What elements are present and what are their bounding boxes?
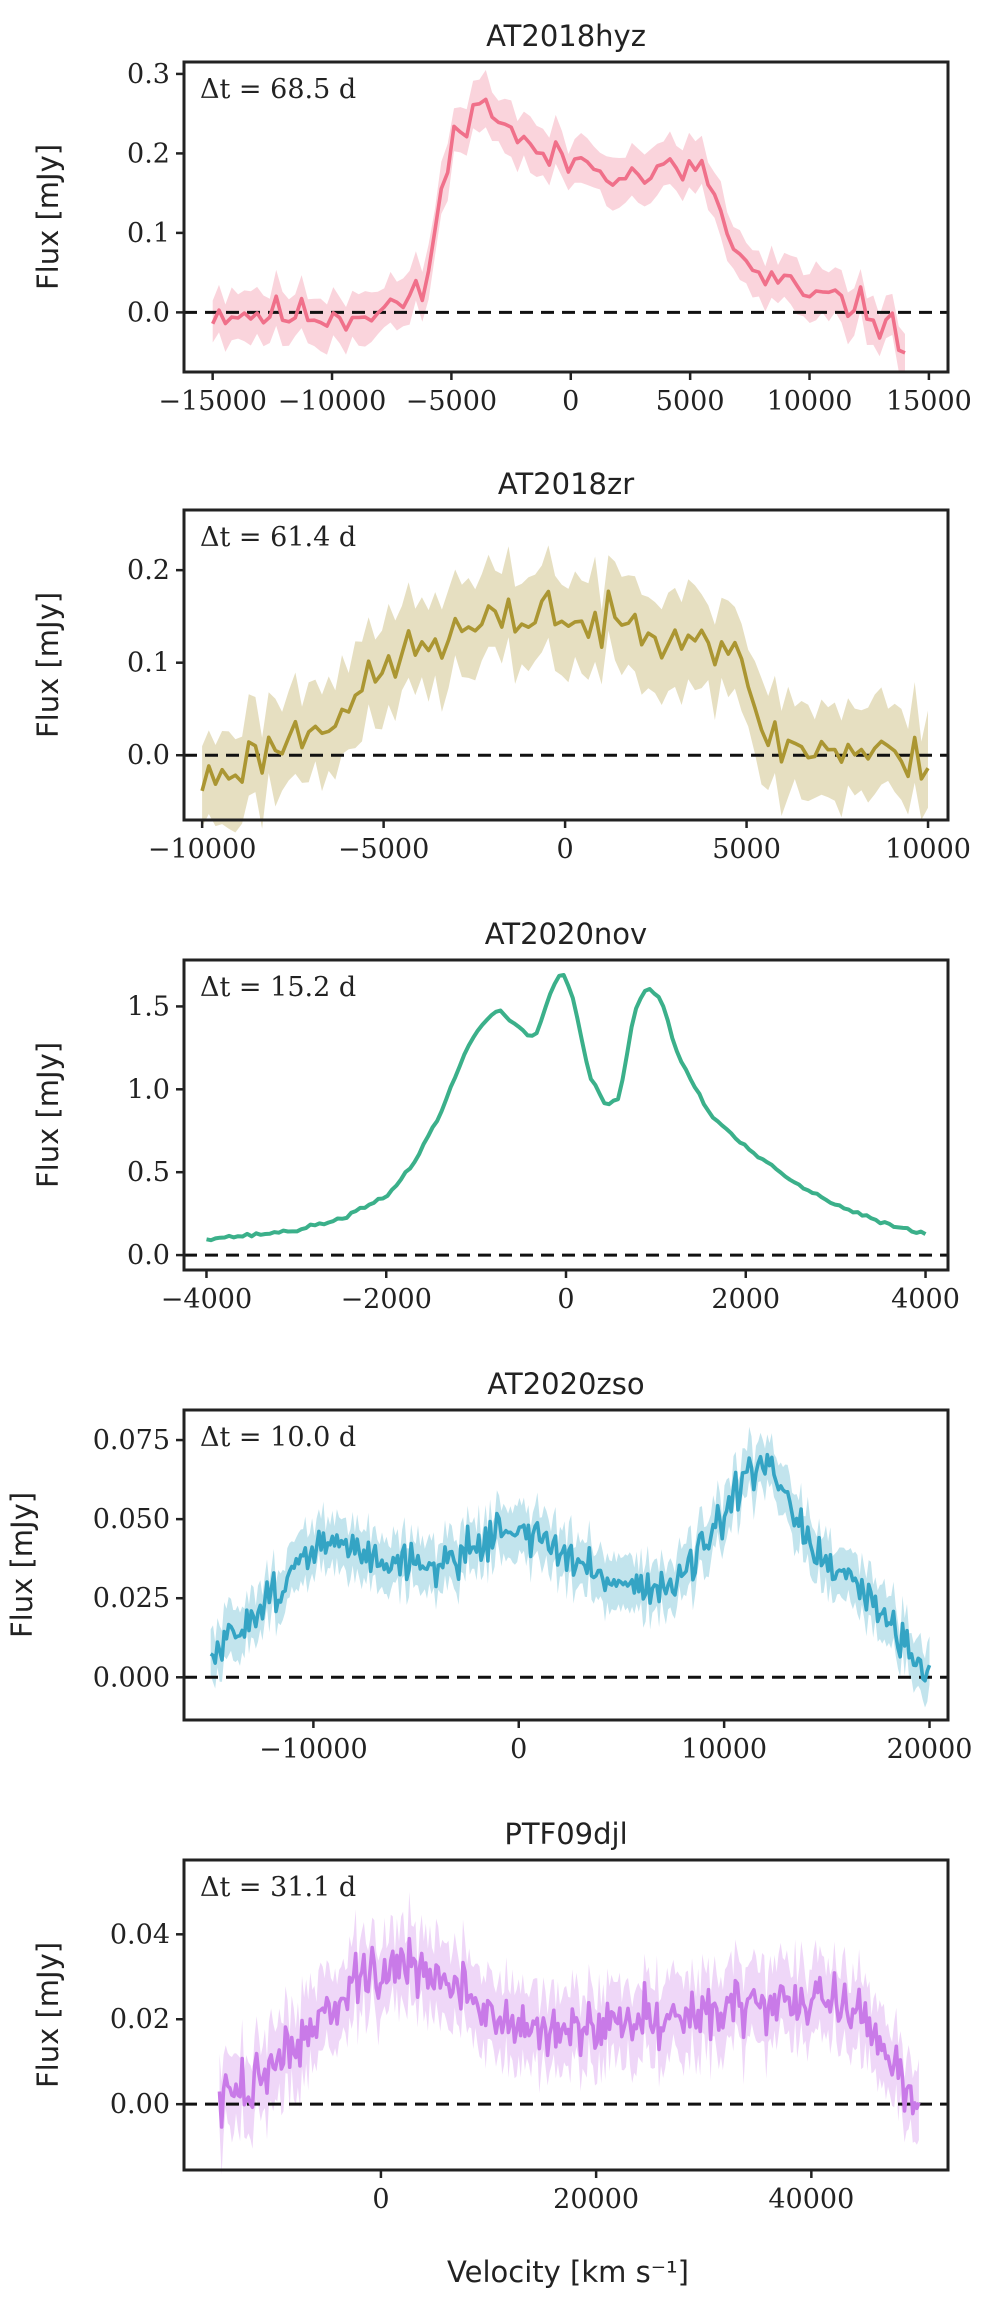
x-tick-label: −4000 [161, 1284, 252, 1315]
y-tick-label: 0.3 [127, 59, 170, 90]
panel-at2018hyz: −15000 −10000 −5000 0 5000 10000 15000 0.0 0.1 0.… [31, 19, 972, 417]
y-tick-label: 0.04 [110, 1919, 170, 1950]
panel-title: AT2018zr [498, 467, 634, 501]
figure-xlabel: Velocity [km s⁻¹] [447, 2255, 689, 2289]
delta-t-annotation: Δt = 68.5 d [200, 74, 356, 105]
flux-line [206, 973, 927, 1243]
panel-title: PTF09djl [504, 1817, 627, 1851]
axes-frame [182, 1858, 950, 2172]
panel-title: AT2018hyz [486, 19, 646, 53]
delta-t-annotation: Δt = 15.2 d [200, 972, 356, 1003]
y-tick-label: 0.0 [127, 297, 170, 328]
panel-at2020nov: −4000 −2000 0 2000 4000 0.0 0.5 1.0 1.5 AT2020nov… [31, 917, 960, 1315]
y-tick-label: 0.000 [93, 1662, 170, 1693]
x-tick-label: 20000 [553, 2184, 639, 2215]
x-tick-label: −10000 [148, 834, 257, 865]
x-tick-label: 0 [510, 1734, 527, 1765]
x-tick-label: 40000 [768, 2184, 854, 2215]
y-tick-label: 0.02 [110, 2004, 170, 2035]
x-tick-label: 2000 [711, 1284, 780, 1315]
y-tick-label: 0.5 [127, 1157, 170, 1188]
panel-title: AT2020nov [485, 917, 647, 951]
x-tick-label: 5000 [656, 386, 725, 417]
delta-t-annotation: Δt = 61.4 d [200, 522, 356, 553]
y-tick-label: 0.0 [127, 740, 170, 771]
flux-line [217, 1936, 921, 2129]
panel-ptf09djl: 0 20000 40000 0.00 0.02 0.04 PTF09djl Δt = 31.1… [31, 1817, 950, 2215]
x-tick-label: 0 [556, 834, 573, 865]
axes-frame [182, 1408, 950, 1722]
y-tick-label: 0.1 [127, 218, 170, 249]
y-tick-label: 0.2 [127, 555, 170, 586]
y-axis-label: Flux [mJy] [31, 1942, 65, 2088]
uncertainty-band [212, 70, 905, 373]
y-tick-label: 0.075 [93, 1425, 170, 1456]
y-tick-label: 0.00 [110, 2089, 170, 2120]
y-axis-label: Flux [mJy] [31, 144, 65, 290]
axes-frame [182, 60, 950, 374]
x-tick-label: 20000 [887, 1734, 973, 1765]
y-axis-label: Flux [mJy] [5, 1492, 39, 1638]
x-tick-label: 15000 [886, 386, 972, 417]
x-tick-label: 10000 [681, 1734, 767, 1765]
x-tick-label: 10000 [767, 386, 853, 417]
flux-line [200, 589, 930, 792]
y-axis-label: Flux [mJy] [31, 592, 65, 738]
panel-at2018zr: −10000 −5000 0 5000 10000 0.0 0.1 0.2 AT2018zr Δt… [31, 467, 971, 865]
x-tick-label: 0 [557, 1284, 574, 1315]
y-tick-label: 0.0 [127, 1240, 170, 1271]
panel-at2020zso: −10000 0 10000 20000 0.000 0.025 0.050 0.075 AT2… [5, 1367, 972, 1765]
y-tick-label: 0.050 [93, 1504, 170, 1535]
flux-line [211, 97, 906, 355]
x-tick-label: 10000 [885, 834, 971, 865]
y-tick-label: 0.1 [127, 648, 170, 679]
delta-t-annotation: Δt = 31.1 d [200, 1872, 356, 1903]
axes-frame [182, 958, 950, 1272]
x-tick-label: −5000 [338, 834, 429, 865]
flux-line [209, 1452, 932, 1683]
x-tick-label: −10000 [278, 386, 387, 417]
y-tick-label: 1.0 [127, 1074, 170, 1105]
y-axis-label: Flux [mJy] [31, 1042, 65, 1188]
uncertainty-band [210, 1426, 930, 1708]
y-tick-label: 0.025 [93, 1583, 170, 1614]
x-tick-label: −10000 [259, 1734, 368, 1765]
uncertainty-band [202, 545, 929, 833]
x-tick-label: −5000 [406, 386, 497, 417]
x-tick-label: −2000 [341, 1284, 432, 1315]
y-tick-label: 1.5 [127, 991, 170, 1022]
x-tick-label: 0 [372, 2184, 389, 2215]
x-tick-label: 4000 [891, 1284, 960, 1315]
panel-title: AT2020zso [487, 1367, 644, 1401]
x-tick-label: −15000 [158, 386, 267, 417]
x-tick-label: 0 [562, 386, 579, 417]
y-tick-label: 0.2 [127, 138, 170, 169]
x-tick-label: 5000 [712, 834, 781, 865]
delta-t-annotation: Δt = 10.0 d [200, 1422, 356, 1453]
